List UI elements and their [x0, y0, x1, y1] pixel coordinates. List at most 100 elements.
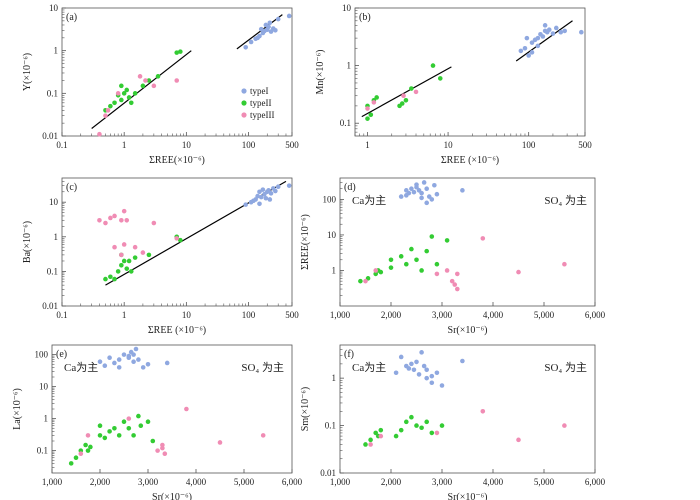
panel-label: (a) [66, 12, 77, 23]
data-point-typeII [119, 263, 124, 268]
panel-e: 1,000 2,000 3,000 4,000 5,000 6,000 0.1 1 10 100 S… [12, 344, 303, 500]
data-point-typeIII [115, 91, 121, 96]
data-point-typeII [430, 63, 436, 68]
data-point-typeIII [112, 213, 117, 219]
panel-d: 1,000 2,000 3,000 4,000 5,000 6,000 1 10 100 Sr(×… [300, 177, 606, 336]
data-point-typeI [116, 365, 122, 370]
data-point-typeIII [97, 217, 102, 223]
x-tick-label: 6,000 [585, 477, 606, 487]
data-point-typeIII [174, 236, 180, 241]
y-tick-label: 10 [39, 382, 49, 392]
data-point-typeI [419, 350, 424, 355]
data-point-typeII [108, 103, 113, 109]
data-point-typeII [368, 437, 373, 443]
annotation-so4: SO₄ 为主 [241, 361, 284, 374]
panel-b: 1 10 100 500 0.1 1 10 ΣREE (×10⁻⁶) Mn(×10⁻⁶) (b) [315, 3, 592, 166]
x-tick-label: 4,000 [483, 310, 504, 320]
data-point-typeII [102, 435, 108, 441]
data-point-typeI [518, 48, 524, 54]
data-point-typeI [542, 23, 548, 28]
data-point-typeI [164, 360, 170, 366]
y-axis-label: Ba(×10⁻⁶) [22, 221, 33, 263]
panel-f: 1,000 2,000 3,000 4,000 5,000 6,000 0.01 0.1 1 Sr… [300, 344, 606, 500]
y-tick-label: 10 [342, 3, 352, 13]
data-point-typeII [146, 78, 152, 83]
data-point-typeIII [174, 78, 180, 83]
data-point-typeII [131, 433, 136, 438]
x-tick-label: 1,000 [330, 477, 351, 487]
x-tick-label: 1,000 [42, 477, 63, 487]
data-point-typeI [97, 359, 103, 365]
data-point-typeII [398, 254, 404, 259]
y-axis-label: Y(×10⁻⁶) [22, 53, 33, 91]
data-point-typeII [437, 76, 443, 81]
y-tick-label: 1 [54, 232, 59, 242]
data-point-typeI [257, 201, 262, 207]
data-point-typeI [131, 352, 136, 357]
data-point-typeII [365, 116, 370, 121]
data-point-typeII [424, 419, 430, 425]
data-point-typeI [535, 43, 541, 49]
data-point-typeII [374, 95, 379, 100]
data-point-typeII [136, 413, 141, 419]
data-point-typeIII [121, 208, 127, 214]
x-tick-label: 10 [444, 140, 454, 150]
y-tick-label: 1 [54, 46, 59, 56]
x-tick-label: 3,000 [138, 477, 159, 487]
data-point-typeII [103, 276, 108, 282]
x-tick-label: 1 [365, 140, 370, 150]
data-point-typeIII [455, 271, 460, 277]
legend-marker-typeI [241, 88, 247, 94]
data-point-typeII [363, 442, 368, 447]
data-point-typeII [378, 427, 384, 433]
data-point-typeII [403, 97, 409, 103]
x-tick-label: 500 [285, 310, 299, 320]
data-point-typeII [107, 429, 112, 434]
data-point-typeI [424, 367, 430, 373]
x-tick-label: 3,000 [432, 477, 453, 487]
data-point-typeII [124, 266, 130, 271]
data-point-typeI [526, 53, 531, 58]
x-axis-label: ΣREE (×10⁻⁶) [148, 325, 206, 336]
data-point-typeI [460, 188, 465, 193]
data-point-typeIII [562, 261, 567, 267]
data-point-typeIII [368, 442, 373, 447]
data-point-typeII [146, 252, 152, 258]
regression-line [236, 14, 283, 50]
y-tick-label: 100 [35, 350, 49, 360]
data-point-typeI [524, 35, 530, 41]
data-point-typeII [132, 255, 138, 260]
data-point-typeI [393, 370, 399, 376]
data-point-typeII [119, 83, 124, 89]
x-tick-label: 1 [122, 310, 127, 320]
data-point-typeII [414, 423, 419, 428]
data-point-typeIII [452, 282, 458, 287]
y-axis-label: ΣREE(×10⁻⁶) [300, 214, 311, 270]
data-point-typeII [88, 444, 93, 450]
data-point-typeI [255, 193, 260, 199]
data-point-typeIII [151, 220, 157, 226]
legend: typeI typeII typeIII [241, 86, 275, 120]
data-point-typeI [550, 31, 556, 36]
data-point-typeI [429, 373, 435, 379]
data-point-typeIII [162, 451, 168, 457]
data-point-typeIII [105, 108, 111, 113]
plot-frame [61, 7, 293, 137]
x-tick-label: 0.1 [56, 310, 67, 320]
x-tick-label: 5,000 [534, 310, 555, 320]
data-point-typeI [286, 183, 292, 188]
y-tick-label: 0.1 [47, 266, 58, 276]
y-tick-label: 1 [332, 373, 337, 383]
data-point-typeII [83, 442, 88, 448]
data-point-typeII [404, 261, 409, 267]
data-point-typeI [522, 45, 528, 51]
data-point-typeIII [160, 442, 165, 448]
panel-label: (e) [56, 349, 67, 360]
y-tick-label: 10 [49, 197, 59, 207]
data-point-typeIII [108, 215, 113, 221]
data-point-typeIII [121, 242, 127, 247]
x-axis-label: Sr(×10⁻⁶) [448, 492, 488, 500]
annotation-so4: SO₄ 为主 [544, 361, 587, 374]
data-point-typeII [409, 414, 414, 420]
data-point-typeI [406, 366, 412, 371]
